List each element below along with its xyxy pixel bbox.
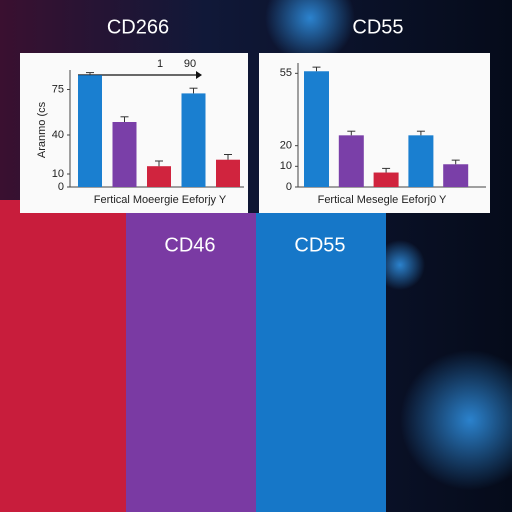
label: CD46 <box>164 234 215 256</box>
label: CD55 <box>352 16 403 38</box>
purple-panel <box>126 213 256 512</box>
x-axis-label: Fertical Mesegle Eeforj0 Y <box>318 194 447 206</box>
bar <box>216 159 240 187</box>
annotation: 90 <box>184 58 196 70</box>
y-axis-label: Aranmo (cs <box>36 101 48 158</box>
bar <box>181 93 206 187</box>
y-tick-label: 10 <box>280 160 292 172</box>
glow <box>375 240 425 290</box>
y-tick-label: 20 <box>280 140 292 152</box>
bar <box>147 166 171 187</box>
bar <box>338 135 364 187</box>
bar <box>112 122 137 187</box>
chart-panel <box>259 53 490 213</box>
bar <box>408 135 434 187</box>
y-tick-label: 0 <box>286 181 292 193</box>
red-panel <box>0 200 126 512</box>
y-tick-label: 75 <box>52 83 64 95</box>
x-axis-label: Fertical Moeergie Eeforjy Y <box>94 194 227 206</box>
arrow-head <box>196 71 202 79</box>
annotation: 1 <box>157 58 163 70</box>
glow <box>400 350 512 490</box>
y-tick-label: 10 <box>52 168 64 180</box>
bar <box>443 164 469 187</box>
bar <box>304 71 329 187</box>
blue-panel <box>256 213 386 512</box>
y-tick-label: 55 <box>280 67 292 79</box>
glow <box>265 0 355 63</box>
y-tick-label: 0 <box>58 181 64 193</box>
label: CD55 <box>294 234 345 256</box>
bar <box>373 172 399 187</box>
label: CD266 <box>107 16 169 38</box>
bar <box>78 75 102 187</box>
y-tick-label: 40 <box>52 129 64 141</box>
